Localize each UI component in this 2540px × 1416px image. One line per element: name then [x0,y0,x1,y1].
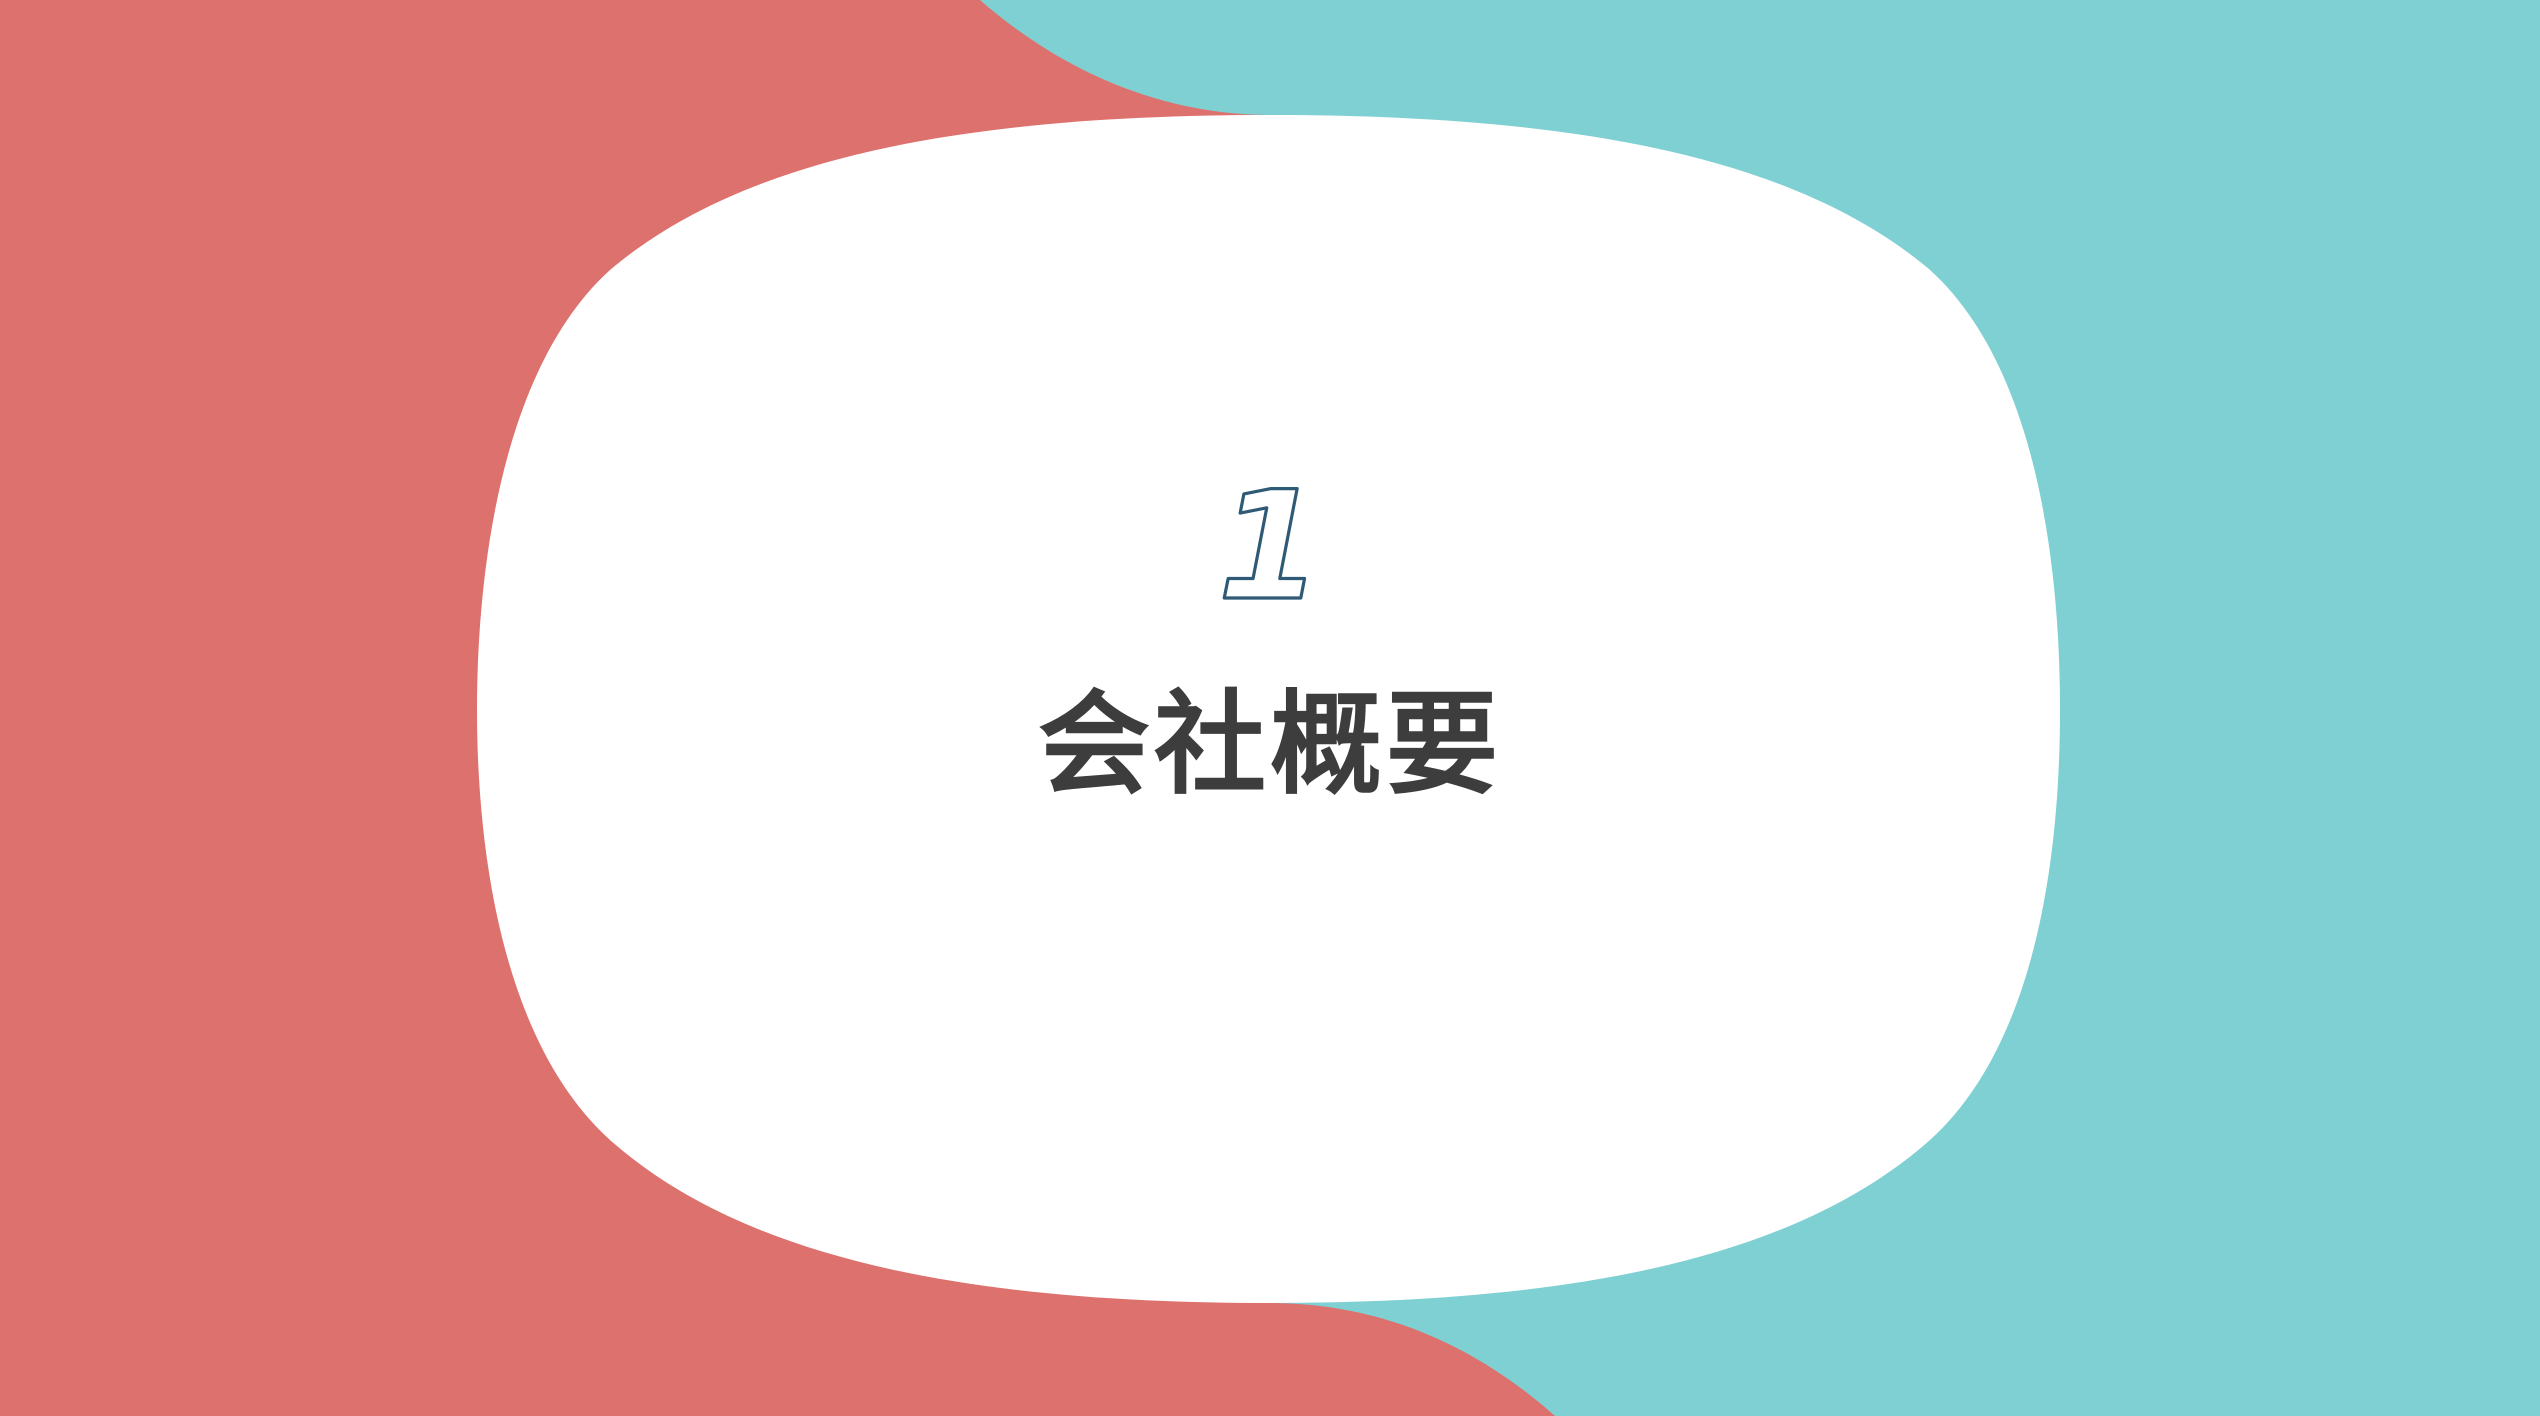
section-title: 会社概要 [1038,680,1502,810]
section-number-outline: 1 [1220,470,1320,610]
white-rounded-panel [477,115,2060,1303]
section-number-text: 1 [1220,470,1320,610]
section-number: 1 [1220,470,1320,610]
